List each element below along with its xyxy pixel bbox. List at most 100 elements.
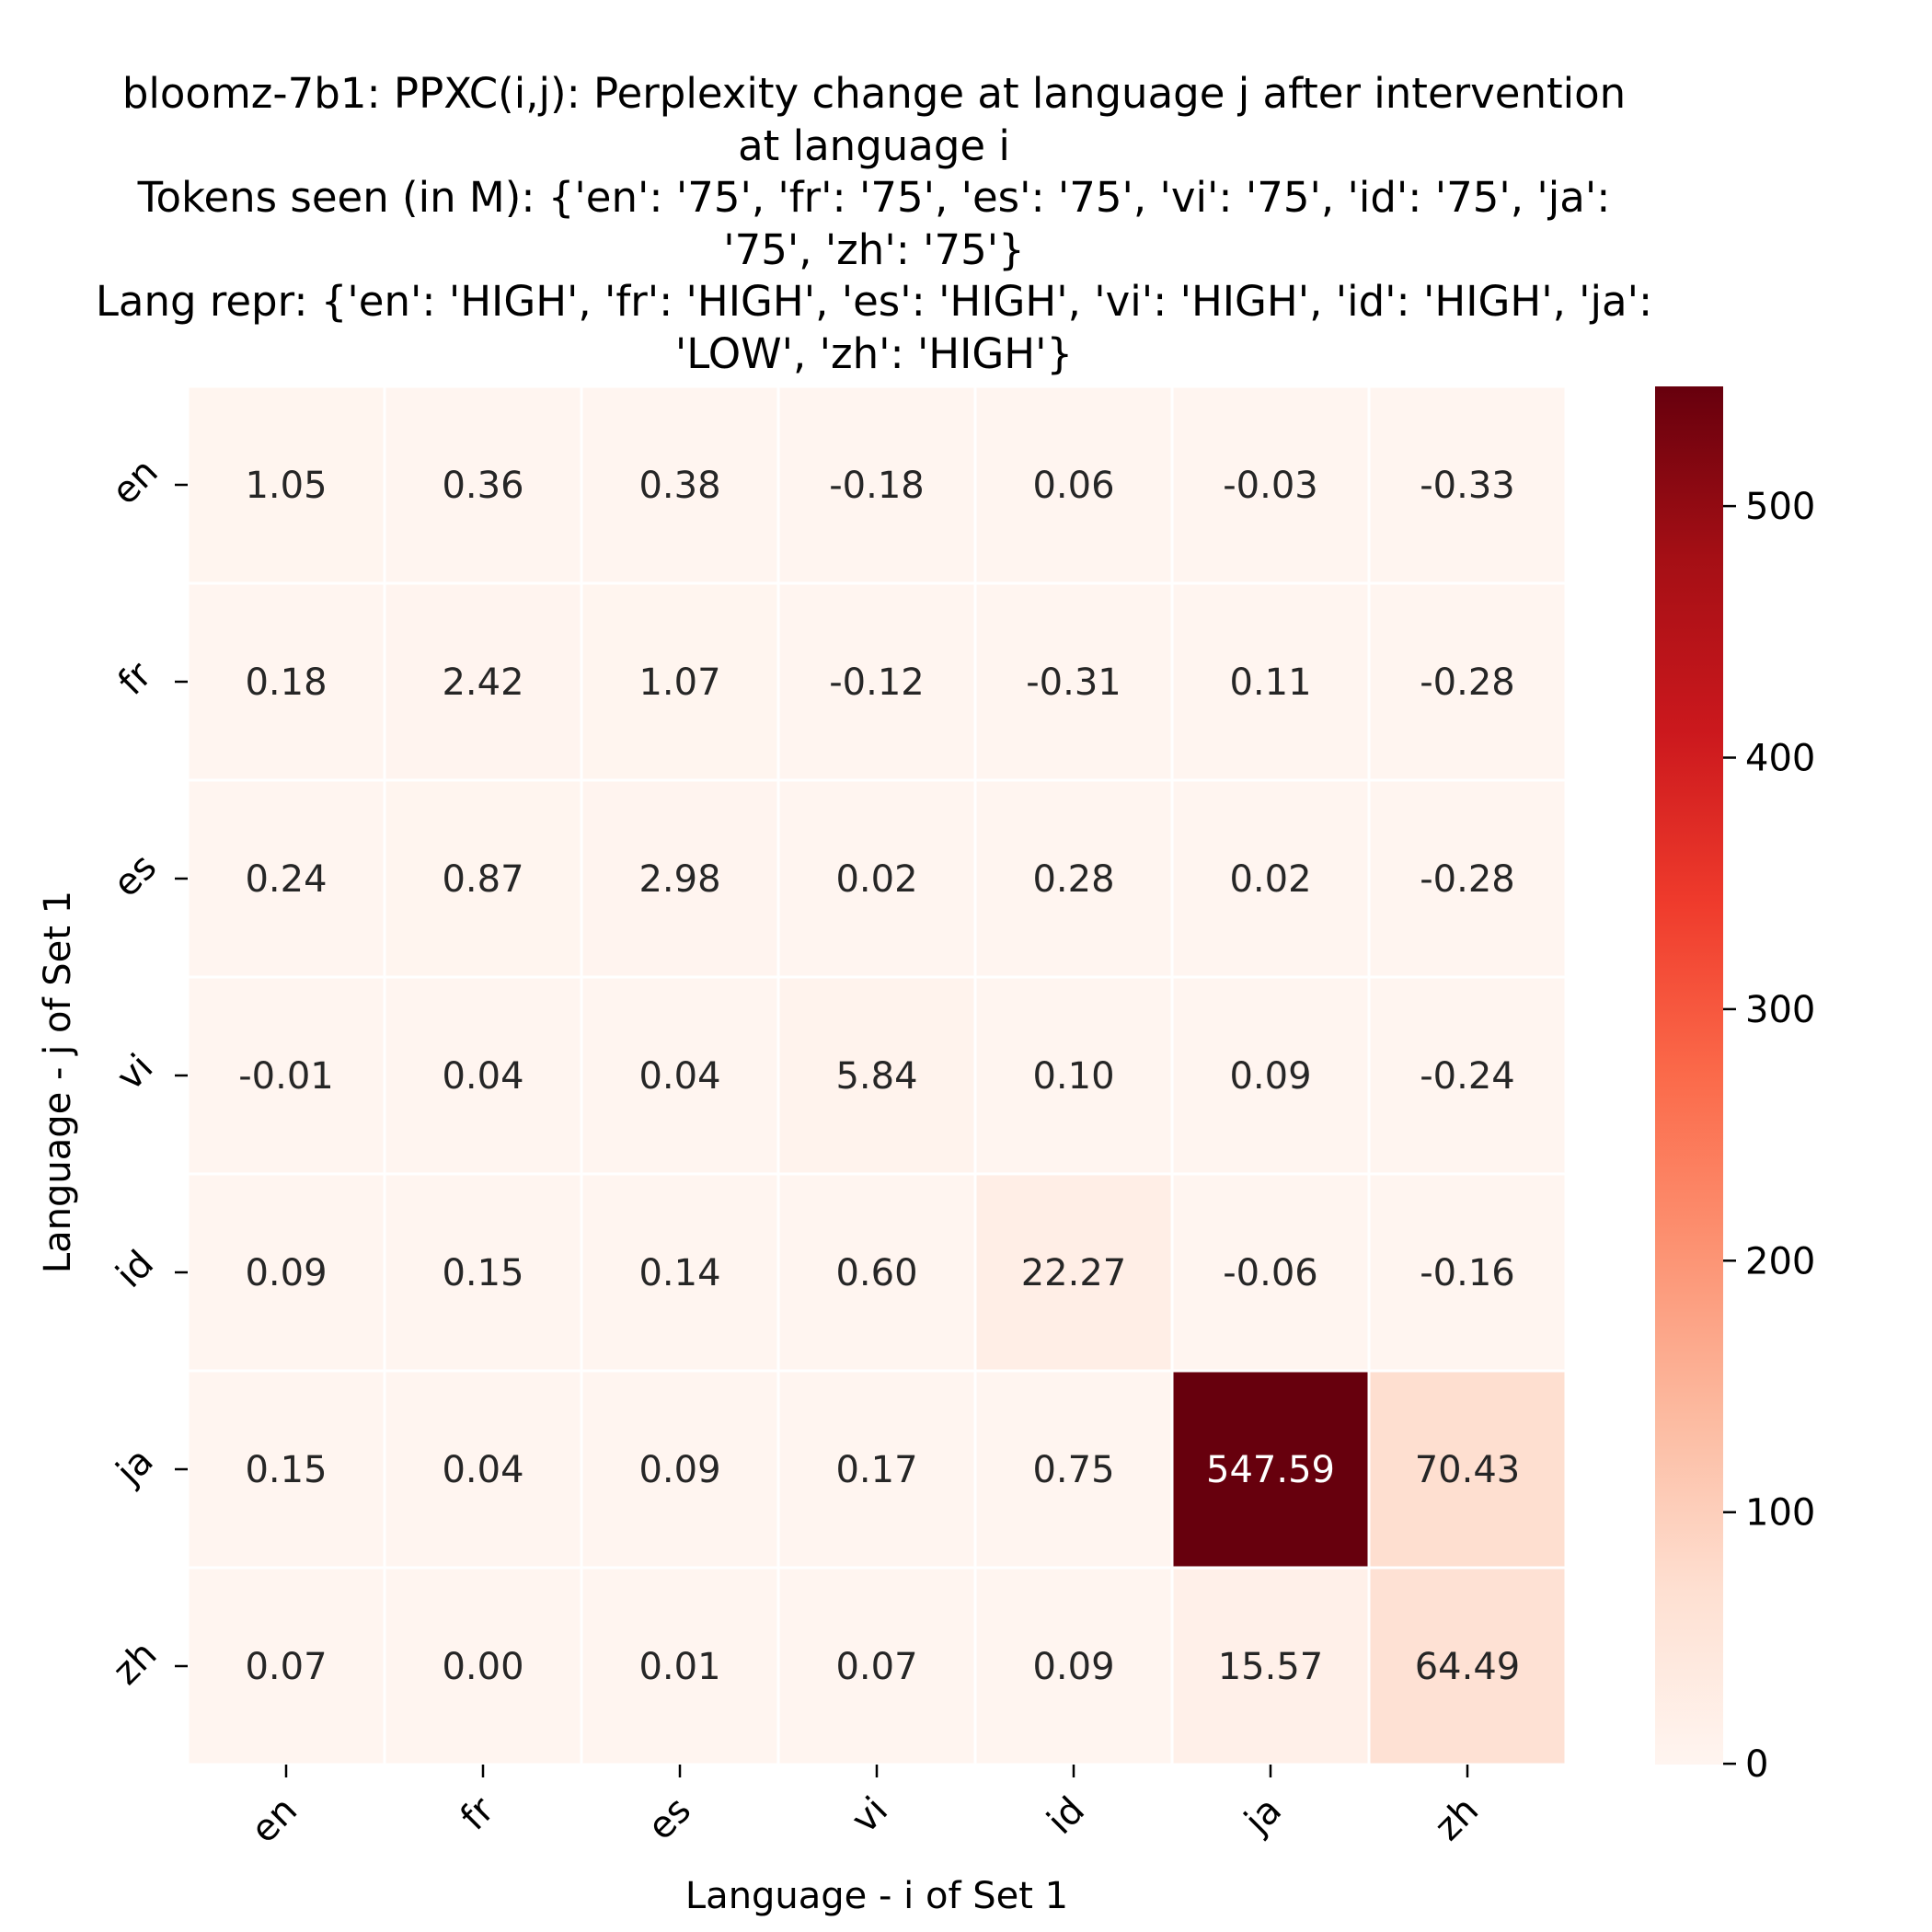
x-axis-ticks: en fr es vi id ja zh [243, 1765, 1487, 1851]
y-tick-label: zh [105, 1633, 165, 1693]
heatmap-cell [1367, 385, 1568, 585]
y-axis-ticks: en fr es vi id ja zh [104, 451, 188, 1693]
cell-value-label: 0.04 [442, 1055, 523, 1098]
colorbar-tick-label: 100 [1745, 1492, 1815, 1535]
y-tick-label: ja [108, 1440, 161, 1493]
cell-value-label: -0.18 [829, 465, 925, 507]
heatmap-cell [776, 1369, 977, 1570]
cell-value-label: 0.09 [245, 1252, 327, 1294]
heatmap-cell [1367, 1566, 1568, 1766]
cell-value-label: 0.11 [1229, 661, 1311, 704]
x-tick-label: zh [1427, 1789, 1487, 1849]
cell-value-label: 0.07 [245, 1646, 327, 1688]
heatmap-cell [973, 1566, 1174, 1766]
heatmap-cell [973, 1369, 1174, 1570]
chart-title: bloomz-7b1: PPXC(i,j): Perplexity change… [0, 68, 1748, 380]
cell-value-label: -0.12 [829, 661, 925, 704]
x-tick-label: fr [453, 1788, 503, 1839]
chart-title-line: '75', 'zh': '75'} [723, 224, 1025, 274]
cell-value-label: -0.03 [1223, 465, 1318, 507]
heatmap-cell [1170, 581, 1371, 782]
colorbar-tick-label: 500 [1745, 486, 1815, 528]
cell-value-label: 0.15 [245, 1449, 327, 1491]
heatmap-cell [776, 1172, 977, 1373]
heatmap-cell [776, 778, 977, 979]
cell-value-label: 64.49 [1415, 1646, 1521, 1688]
heatmap-cell [1367, 1369, 1568, 1570]
heatmap-cell [580, 581, 780, 782]
cell-value-label: 0.02 [835, 858, 917, 901]
x-tick-label: vi [844, 1789, 896, 1842]
heatmap-cells: 1.05 0.36 0.38 -0.18 0.06 -0.03 -0.33 0.18 2.42 1… [186, 385, 1568, 1766]
heatmap-cell [383, 975, 583, 1176]
cell-value-label: 0.01 [638, 1646, 720, 1688]
heatmap-cell [580, 975, 780, 1176]
heatmap-cell [186, 1369, 386, 1570]
chart-title-line: 'LOW', 'zh': 'HIGH'} [674, 328, 1074, 378]
heatmap-cell [383, 1566, 583, 1766]
cell-value-label: 0.15 [442, 1252, 523, 1294]
heatmap-cell [186, 778, 386, 979]
cell-value-label: 0.18 [245, 661, 327, 704]
y-tick-label: en [104, 451, 167, 513]
y-tick-label: fr [110, 653, 161, 704]
y-tick-label: vi [109, 1046, 161, 1098]
cell-value-label: -0.28 [1420, 661, 1515, 704]
heatmap-cell [973, 778, 1174, 979]
cell-value-label: 70.43 [1415, 1449, 1521, 1491]
colorbar-tick-label: 200 [1745, 1240, 1815, 1282]
cell-value-label: 0.06 [1032, 465, 1114, 507]
colorbar: 0 100 200 300 400 500 [1655, 386, 1815, 1786]
cell-value-label: 0.09 [1032, 1646, 1114, 1688]
heatmap-cell [1367, 778, 1568, 979]
x-tick-label: es [639, 1789, 699, 1849]
cell-value-label: 15.57 [1218, 1646, 1324, 1688]
cell-value-label: 0.17 [835, 1449, 917, 1491]
colorbar-tick-label: 400 [1745, 738, 1815, 780]
cell-value-label: -0.16 [1420, 1252, 1515, 1294]
heatmap-cell [383, 385, 583, 585]
cell-value-label: 0.36 [442, 465, 523, 507]
heatmap-cell [186, 1566, 386, 1766]
heatmap-cell [1170, 385, 1371, 585]
cell-value-label: 547.59 [1206, 1449, 1335, 1491]
heatmap-cell [973, 975, 1174, 1176]
heatmap-cell [1367, 1172, 1568, 1373]
chart-title-line: Tokens seen (in M): {'en': '75', 'fr': '… [137, 173, 1611, 222]
cell-value-label: 22.27 [1021, 1252, 1127, 1294]
heatmap-cell [776, 385, 977, 585]
x-tick-label: id [1040, 1789, 1093, 1843]
x-axis-label: Language - i of Set 1 [685, 1875, 1068, 1917]
cell-value-label: 0.09 [1229, 1055, 1311, 1098]
cell-value-label: -0.06 [1223, 1252, 1318, 1294]
heatmap-cell [383, 778, 583, 979]
heatmap-cell [580, 1172, 780, 1373]
heatmap-cell [1367, 975, 1568, 1176]
heatmap-cell [580, 1566, 780, 1766]
cell-value-label: 0.38 [638, 465, 720, 507]
colorbar-gradient [1655, 386, 1723, 1765]
colorbar-tick-label: 0 [1745, 1743, 1768, 1786]
cell-value-label: 1.07 [638, 661, 720, 704]
cell-value-label: 0.60 [835, 1252, 917, 1294]
cell-value-label: 0.10 [1032, 1055, 1114, 1098]
chart-title-line: Lang repr: {'en': 'HIGH', 'fr': 'HIGH', … [95, 277, 1653, 326]
cell-value-label: -0.33 [1420, 465, 1515, 507]
x-tick-label: en [243, 1789, 305, 1852]
heatmap-cell [776, 1566, 977, 1766]
cell-value-label: -0.28 [1420, 858, 1515, 901]
colorbar-tick-label: 300 [1745, 989, 1815, 1031]
heatmap-cell [186, 581, 386, 782]
cell-value-label: -0.31 [1026, 661, 1121, 704]
cell-value-label: 0.75 [1032, 1449, 1114, 1491]
cell-value-label: -0.24 [1420, 1055, 1515, 1098]
cell-value-label: 0.87 [442, 858, 523, 901]
cell-value-label: 0.00 [442, 1646, 523, 1688]
chart-title-line: bloomz-7b1: PPXC(i,j): Perplexity change… [121, 69, 1627, 118]
heatmap-cell [1170, 975, 1371, 1176]
cell-value-label: 0.09 [638, 1449, 720, 1491]
cell-value-label: 0.07 [835, 1646, 917, 1688]
cell-value-label: 0.28 [1032, 858, 1114, 901]
chart-title-line: at language i [738, 121, 1010, 170]
heatmap-cell [186, 385, 386, 585]
